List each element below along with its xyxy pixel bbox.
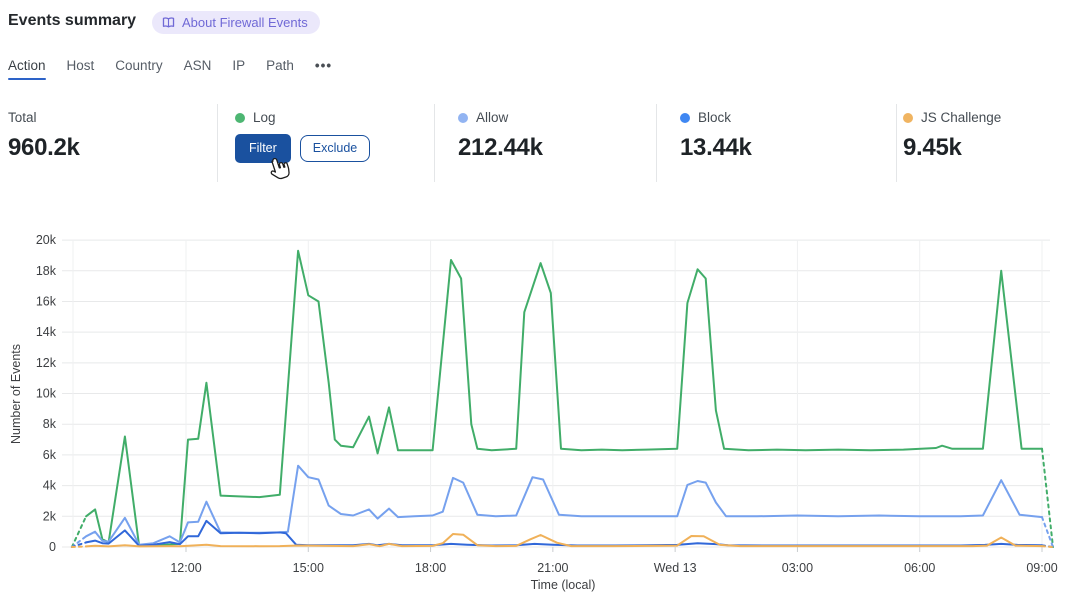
stat-js-challenge-label: JS Challenge xyxy=(921,110,1002,125)
series-line-allow[interactable] xyxy=(1041,516,1054,548)
log-legend-dot xyxy=(235,112,245,123)
stats-divider xyxy=(217,104,218,182)
filter-button[interactable]: Filter xyxy=(235,134,291,163)
stat-js-challenge-value: 9.45k xyxy=(903,134,962,161)
x-axis-title: Time (local) xyxy=(531,578,596,592)
stat-log-label: Log xyxy=(253,110,276,125)
series-line-log[interactable] xyxy=(85,249,1043,547)
series-line-js-challenge[interactable] xyxy=(85,533,1043,548)
about-badge-label: About Firewall Events xyxy=(182,15,308,30)
tab-ip[interactable]: IP xyxy=(232,58,246,73)
y-axis-tick-label: 10k xyxy=(36,387,57,401)
stat-js-challenge[interactable]: JS Challenge 9.45k xyxy=(903,110,1001,162)
x-axis-tick-label: 09:00 xyxy=(1026,561,1057,575)
y-axis-tick-label: 8k xyxy=(43,417,57,431)
y-axis-tick-label: 18k xyxy=(36,264,57,278)
stats-divider xyxy=(434,104,435,182)
y-axis-title: Number of Events xyxy=(9,344,23,444)
x-axis-tick-label: 06:00 xyxy=(904,561,935,575)
allow-legend-dot xyxy=(458,112,468,123)
stat-total-label: Total xyxy=(8,110,37,125)
y-axis-tick-label: 4k xyxy=(43,479,57,493)
tab-host[interactable]: Host xyxy=(66,58,95,73)
y-axis-tick-label: 0 xyxy=(49,540,56,554)
x-axis-tick-label: 18:00 xyxy=(415,561,446,575)
x-axis-tick-label: Wed 13 xyxy=(654,561,697,575)
series-line-js-challenge[interactable] xyxy=(70,545,88,548)
exclude-button[interactable]: Exclude xyxy=(299,135,371,162)
dimension-tabs: Action Host Country ASN IP Path ••• xyxy=(8,58,332,80)
y-axis-tick-label: 16k xyxy=(36,294,57,308)
stats-divider xyxy=(896,104,897,182)
series-line-log[interactable] xyxy=(70,515,88,548)
stats-divider xyxy=(656,104,657,182)
x-axis-tick-label: 03:00 xyxy=(782,561,813,575)
js-challenge-legend-dot xyxy=(903,112,913,123)
stat-allow-label: Allow xyxy=(476,110,509,125)
y-axis-tick-label: 20k xyxy=(36,233,57,247)
y-axis-tick-label: 14k xyxy=(36,325,57,339)
x-axis-tick-label: 12:00 xyxy=(170,561,201,575)
tab-path[interactable]: Path xyxy=(266,58,294,73)
stat-log[interactable]: Log Filter Exclude xyxy=(235,110,371,163)
stat-allow[interactable]: Allow 212.44k xyxy=(458,110,543,162)
y-axis-tick-label: 2k xyxy=(43,509,57,523)
y-axis-tick-label: 6k xyxy=(43,448,57,462)
tab-more ellipsis-icon[interactable]: ••• xyxy=(314,58,333,73)
stat-block-value: 13.44k xyxy=(680,134,752,161)
x-axis-tick-label: 21:00 xyxy=(537,561,568,575)
stat-total: Total 960.2k xyxy=(8,110,80,162)
y-axis-tick-label: 12k xyxy=(36,356,57,370)
stat-allow-value: 212.44k xyxy=(458,134,543,161)
page-title: Events summary xyxy=(8,12,137,29)
series-line-allow[interactable] xyxy=(85,464,1043,546)
book-icon xyxy=(161,16,176,29)
stat-total-value: 960.2k xyxy=(8,134,80,161)
tab-country[interactable]: Country xyxy=(115,58,163,73)
tab-asn[interactable]: ASN xyxy=(183,58,212,73)
tab-action[interactable]: Action xyxy=(8,58,46,80)
stat-block[interactable]: Block 13.44k xyxy=(680,110,752,162)
series-line-log[interactable] xyxy=(1041,447,1054,548)
about-firewall-events-link[interactable]: About Firewall Events xyxy=(152,11,320,34)
block-legend-dot xyxy=(680,112,690,123)
series-line-block[interactable] xyxy=(85,519,1043,547)
stat-block-label: Block xyxy=(698,110,732,125)
series-line-js-challenge[interactable] xyxy=(1041,545,1054,548)
x-axis-tick-label: 15:00 xyxy=(293,561,324,575)
